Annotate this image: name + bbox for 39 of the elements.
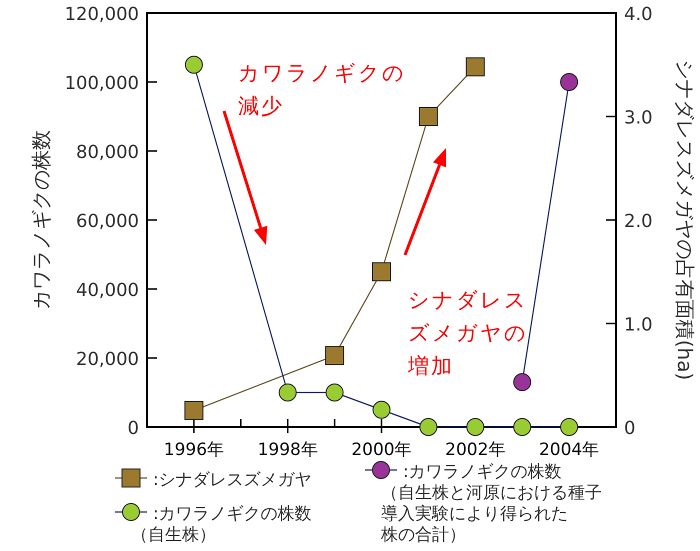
y-tick-label: 100,000: [64, 73, 139, 94]
y-axis-title: カワラノギクの株数: [29, 130, 53, 310]
point: [560, 418, 578, 436]
x-tick-label: 2004年: [538, 440, 600, 460]
y-tick-label: 40,000: [76, 280, 139, 301]
point: [513, 373, 532, 392]
y2-axis-title: シナダレスズメガヤの占有面積(ha): [673, 60, 697, 380]
point: [513, 418, 532, 436]
point: [419, 418, 438, 436]
x-tick-label: 1996年: [164, 440, 224, 460]
point: [418, 107, 438, 126]
y-tick-label: 0: [128, 418, 139, 439]
point: [560, 73, 578, 91]
x-tick-label: 2000年: [351, 440, 412, 460]
point: [372, 262, 391, 282]
legend-label: :カワラノギクの株数（自生株と河原における種子導入実験により得られた株の合計）: [380, 462, 602, 545]
annotation: カワラノギクの減少: [238, 61, 406, 118]
point: [466, 418, 484, 436]
x-tick-label: 1998年: [258, 440, 318, 460]
y2-tick-label: 0: [624, 418, 636, 439]
annotation: シナダレスズメガヤの増加: [407, 288, 528, 378]
y2-tick-label: 2.0: [624, 211, 653, 232]
y-tick-label: 20,000: [76, 349, 139, 370]
legend-label: :シナダレスズメガヤ: [153, 470, 312, 490]
point: [278, 384, 297, 402]
point: [326, 384, 344, 402]
y-tick-label: 80,000: [76, 142, 139, 163]
point: [466, 57, 485, 76]
y2-tick-label: 3.0: [624, 108, 653, 128]
y2-tick-label: 4.0: [624, 4, 653, 25]
point: [184, 56, 203, 74]
point: [184, 400, 204, 420]
legend-label: :カワラノギクの株数（自生株）: [131, 504, 312, 545]
point: [325, 346, 344, 366]
y-tick-label: 60,000: [76, 211, 139, 232]
point: [372, 400, 390, 419]
x-tick-label: 2002年: [445, 440, 506, 460]
y2-tick-label: 1.0: [624, 314, 653, 336]
y-tick-label: 120,000: [64, 4, 139, 25]
